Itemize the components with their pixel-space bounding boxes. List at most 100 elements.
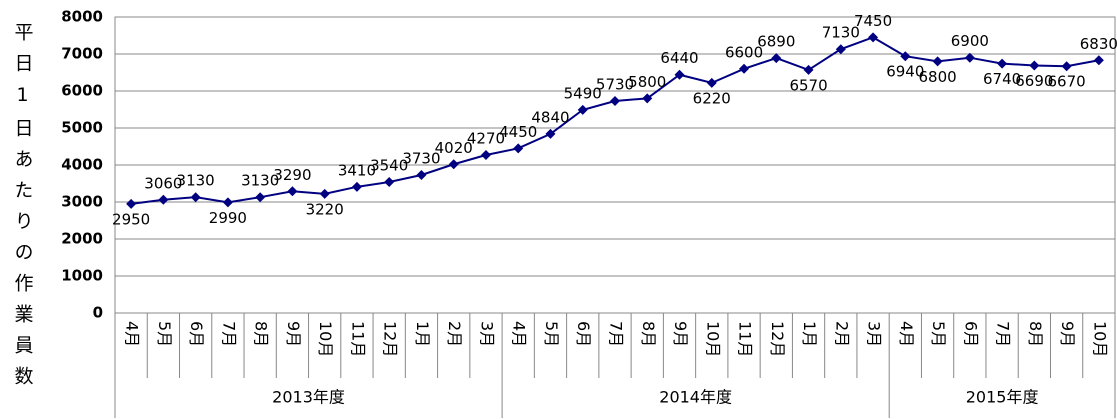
- x-tick-label: 10月: [1090, 321, 1109, 357]
- y-axis-label: 平日1日あたりの作業員数: [12, 22, 34, 397]
- data-label: 6800: [918, 68, 956, 86]
- x-tick-label: 6月: [961, 321, 980, 347]
- data-label: 6220: [693, 89, 731, 107]
- marker: [222, 197, 233, 208]
- marker: [964, 52, 975, 63]
- y-tick-label: 0: [93, 304, 103, 322]
- data-label: 2950: [112, 210, 150, 228]
- y-tick-label: 8000: [61, 8, 103, 26]
- x-tick-label: 5月: [155, 321, 174, 347]
- marker: [513, 143, 524, 154]
- marker: [771, 53, 782, 64]
- marker: [287, 186, 298, 197]
- marker: [868, 32, 879, 43]
- marker: [384, 177, 395, 188]
- x-tick-label: 10月: [316, 321, 335, 357]
- y-tick-label: 7000: [61, 45, 103, 63]
- data-label: 5730: [596, 75, 634, 93]
- x-tick-label: 3月: [865, 321, 884, 347]
- data-label: 4270: [467, 130, 505, 148]
- y-tick-label: 2000: [61, 230, 103, 248]
- marker: [1093, 55, 1104, 66]
- data-label: 3540: [370, 157, 408, 175]
- marker: [835, 44, 846, 55]
- x-tick-label: 1月: [413, 321, 432, 347]
- y-tick-label: 4000: [61, 156, 103, 174]
- x-tick-label: 1月: [800, 321, 819, 347]
- x-tick-label: 4月: [897, 321, 916, 347]
- group-label: 2013年度: [272, 388, 345, 407]
- data-label: 4020: [435, 139, 473, 157]
- group-label: 2014年度: [659, 388, 732, 407]
- x-tick-label: 2月: [832, 321, 851, 347]
- x-tick-label: 12月: [381, 321, 400, 357]
- data-label: 5490: [564, 84, 602, 102]
- marker: [900, 51, 911, 62]
- x-tick-label: 4月: [123, 321, 142, 347]
- y-tick-label: 5000: [61, 119, 103, 137]
- data-label: 6900: [951, 32, 989, 50]
- marker: [448, 159, 459, 170]
- data-label: 3730: [402, 149, 440, 167]
- x-tick-label: 6月: [574, 321, 593, 347]
- data-label: 4450: [499, 123, 537, 141]
- data-label: 5800: [628, 73, 666, 91]
- marker: [1029, 60, 1040, 71]
- x-tick-label: 8月: [1026, 321, 1045, 347]
- data-label: 6940: [886, 63, 924, 81]
- marker: [577, 104, 588, 115]
- y-tick-label: 6000: [61, 82, 103, 100]
- data-label: 6690: [1015, 72, 1053, 90]
- data-label: 3130: [241, 172, 279, 190]
- x-tick-label: 3月: [477, 321, 496, 347]
- marker: [545, 128, 556, 139]
- marker: [932, 56, 943, 67]
- marker: [351, 181, 362, 192]
- marker: [255, 192, 266, 203]
- x-tick-label: 9月: [284, 321, 303, 347]
- x-tick-label: 9月: [1058, 321, 1077, 347]
- data-label: 4840: [531, 108, 569, 126]
- x-tick-label: 7月: [607, 321, 626, 347]
- x-tick-label: 2月: [445, 321, 464, 347]
- marker: [416, 169, 427, 180]
- marker: [706, 77, 717, 88]
- marker: [803, 64, 814, 75]
- x-tick-label: 7月: [219, 321, 238, 347]
- data-label: 6440: [660, 49, 698, 67]
- data-label: 6670: [1048, 73, 1086, 91]
- x-tick-label: 4月: [510, 321, 529, 347]
- marker: [319, 188, 330, 199]
- data-label: 3130: [177, 172, 215, 190]
- marker: [1061, 61, 1072, 72]
- plot-border: [114, 16, 1116, 314]
- marker: [190, 192, 201, 203]
- x-tick-label: 6月: [187, 321, 206, 347]
- data-label: 6740: [983, 70, 1021, 88]
- marker: [126, 198, 137, 209]
- y-tick-label: 3000: [61, 193, 103, 211]
- marker: [674, 69, 685, 80]
- data-label: 6600: [725, 43, 763, 61]
- x-tick-label: 8月: [639, 321, 658, 347]
- marker: [480, 150, 491, 161]
- data-label: 3220: [306, 200, 344, 218]
- marker: [642, 93, 653, 104]
- data-label: 3290: [273, 166, 311, 184]
- marker: [997, 58, 1008, 69]
- marker: [739, 63, 750, 74]
- x-tick-label: 11月: [736, 321, 755, 357]
- x-tick-label: 8月: [252, 321, 271, 347]
- x-tick-label: 5月: [542, 321, 561, 347]
- data-label: 7130: [822, 24, 860, 42]
- x-tick-label: 9月: [671, 321, 690, 347]
- group-label: 2015年度: [966, 388, 1039, 407]
- data-label: 6890: [757, 33, 795, 51]
- marker: [610, 95, 620, 106]
- data-label: 7450: [854, 12, 892, 30]
- data-label: 2990: [209, 209, 247, 227]
- y-tick-label: 1000: [61, 267, 103, 285]
- data-label: 6570: [789, 76, 827, 94]
- x-tick-label: 5月: [929, 321, 948, 347]
